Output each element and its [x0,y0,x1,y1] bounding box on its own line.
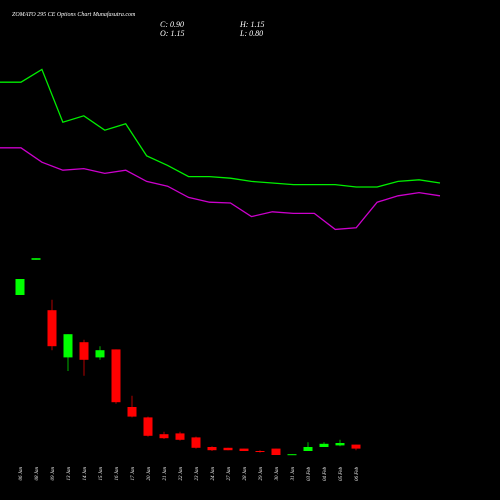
candle-body [143,417,153,436]
candle-body [63,334,73,358]
candle-body [47,310,57,347]
x-tick-label: 28 Jan [243,467,248,481]
close-label: C: 0.90 [160,20,184,29]
x-tick-label: 29 Jan [259,467,264,481]
x-tick-label: 05 Feb [339,467,344,482]
low-label: L: 0.80 [239,29,263,38]
x-tick-label: 06 Feb [355,467,360,482]
open-label: O: 1.15 [160,29,184,38]
line [0,147,441,231]
x-tick-label: 31 Jan [291,467,296,481]
candle-body [31,258,41,260]
candle-body [239,448,249,451]
x-tick-label: 04 Feb [323,467,328,482]
x-tick-label: 15 Jan [99,467,104,481]
x-tick-label: 13 Jan [67,467,72,481]
candle-body [319,443,329,447]
candle-body [255,451,265,452]
x-tick-label: 21 Jan [163,467,168,481]
x-tick-label: 03 Feb [307,467,312,482]
chart-title: ZOMATO 295 CE Options Chart Munafasutra.… [12,11,136,18]
candle-body [95,350,105,358]
candle-body [159,434,169,439]
candle-body [351,444,361,449]
x-tick-label: 17 Jan [131,467,136,481]
candle-body [335,443,345,446]
high-label: H: 1.15 [239,20,264,29]
candle-body [111,349,121,403]
x-tick-label: 08 Jan [35,467,40,481]
candle-body [287,454,297,456]
x-tick-label: 24 Jan [211,467,216,481]
line [0,68,441,188]
x-tick-label: 16 Jan [115,467,120,481]
x-tick-label: 22 Jan [179,467,184,481]
candle-body [79,342,89,360]
x-tick-label: 06 Jan [19,467,24,481]
x-tick-label: 09 Jan [51,467,56,481]
candle-body [127,407,137,417]
x-tick-label: 27 Jan [227,467,232,481]
candle-body [15,279,25,295]
candle-body [207,447,217,451]
x-tick-label: 14 Jan [83,467,88,481]
candle-body [271,448,281,455]
x-tick-label: 30 Jan [275,467,280,481]
candle-body [191,437,201,448]
candle-body [175,433,185,440]
candle-body [223,447,233,451]
x-tick-label: 23 Jan [195,467,200,481]
x-tick-label: 20 Jan [147,467,152,481]
candle-body [303,447,313,451]
